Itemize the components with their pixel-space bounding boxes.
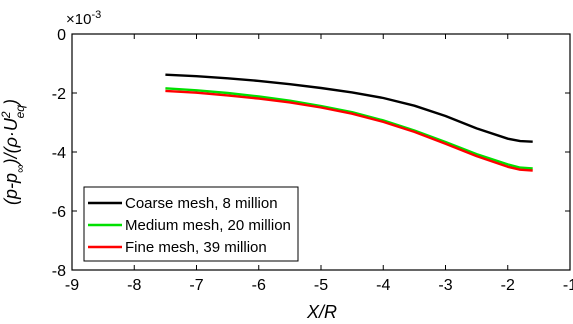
legend-label-1: Medium mesh, 20 million [125,217,291,234]
legend-label-0: Coarse mesh, 8 million [125,195,278,212]
x-tick-label: -3 [438,277,452,294]
y-tick-label: -8 [52,263,66,280]
y-tick-label: -4 [52,145,66,162]
y-tick-label: 0 [57,27,66,44]
x-tick-label: -1 [563,277,573,294]
x-tick-label: -8 [127,277,141,294]
y-tick-label: -6 [52,204,66,221]
x-tick-label: -9 [65,277,79,294]
x-tick-label: -5 [314,277,328,294]
y-multiplier: ×10-3 [66,9,101,28]
y-axis-label: (p-p∞)/(ρ·U2eq) [0,99,27,205]
series-line-0 [165,73,533,143]
legend: Coarse mesh, 8 million Medium mesh, 20 mi… [83,186,299,262]
x-axis-label: X/R [306,302,337,322]
legend-label-2: Fine mesh, 39 million [125,239,267,256]
y-tick-label: -2 [52,86,66,103]
x-tick-label: -6 [252,277,266,294]
series-line-1 [165,87,533,170]
x-tick-label: -7 [189,277,203,294]
series-line-2 [165,89,533,172]
x-tick-label: -4 [376,277,390,294]
x-tick-label: -2 [501,277,515,294]
